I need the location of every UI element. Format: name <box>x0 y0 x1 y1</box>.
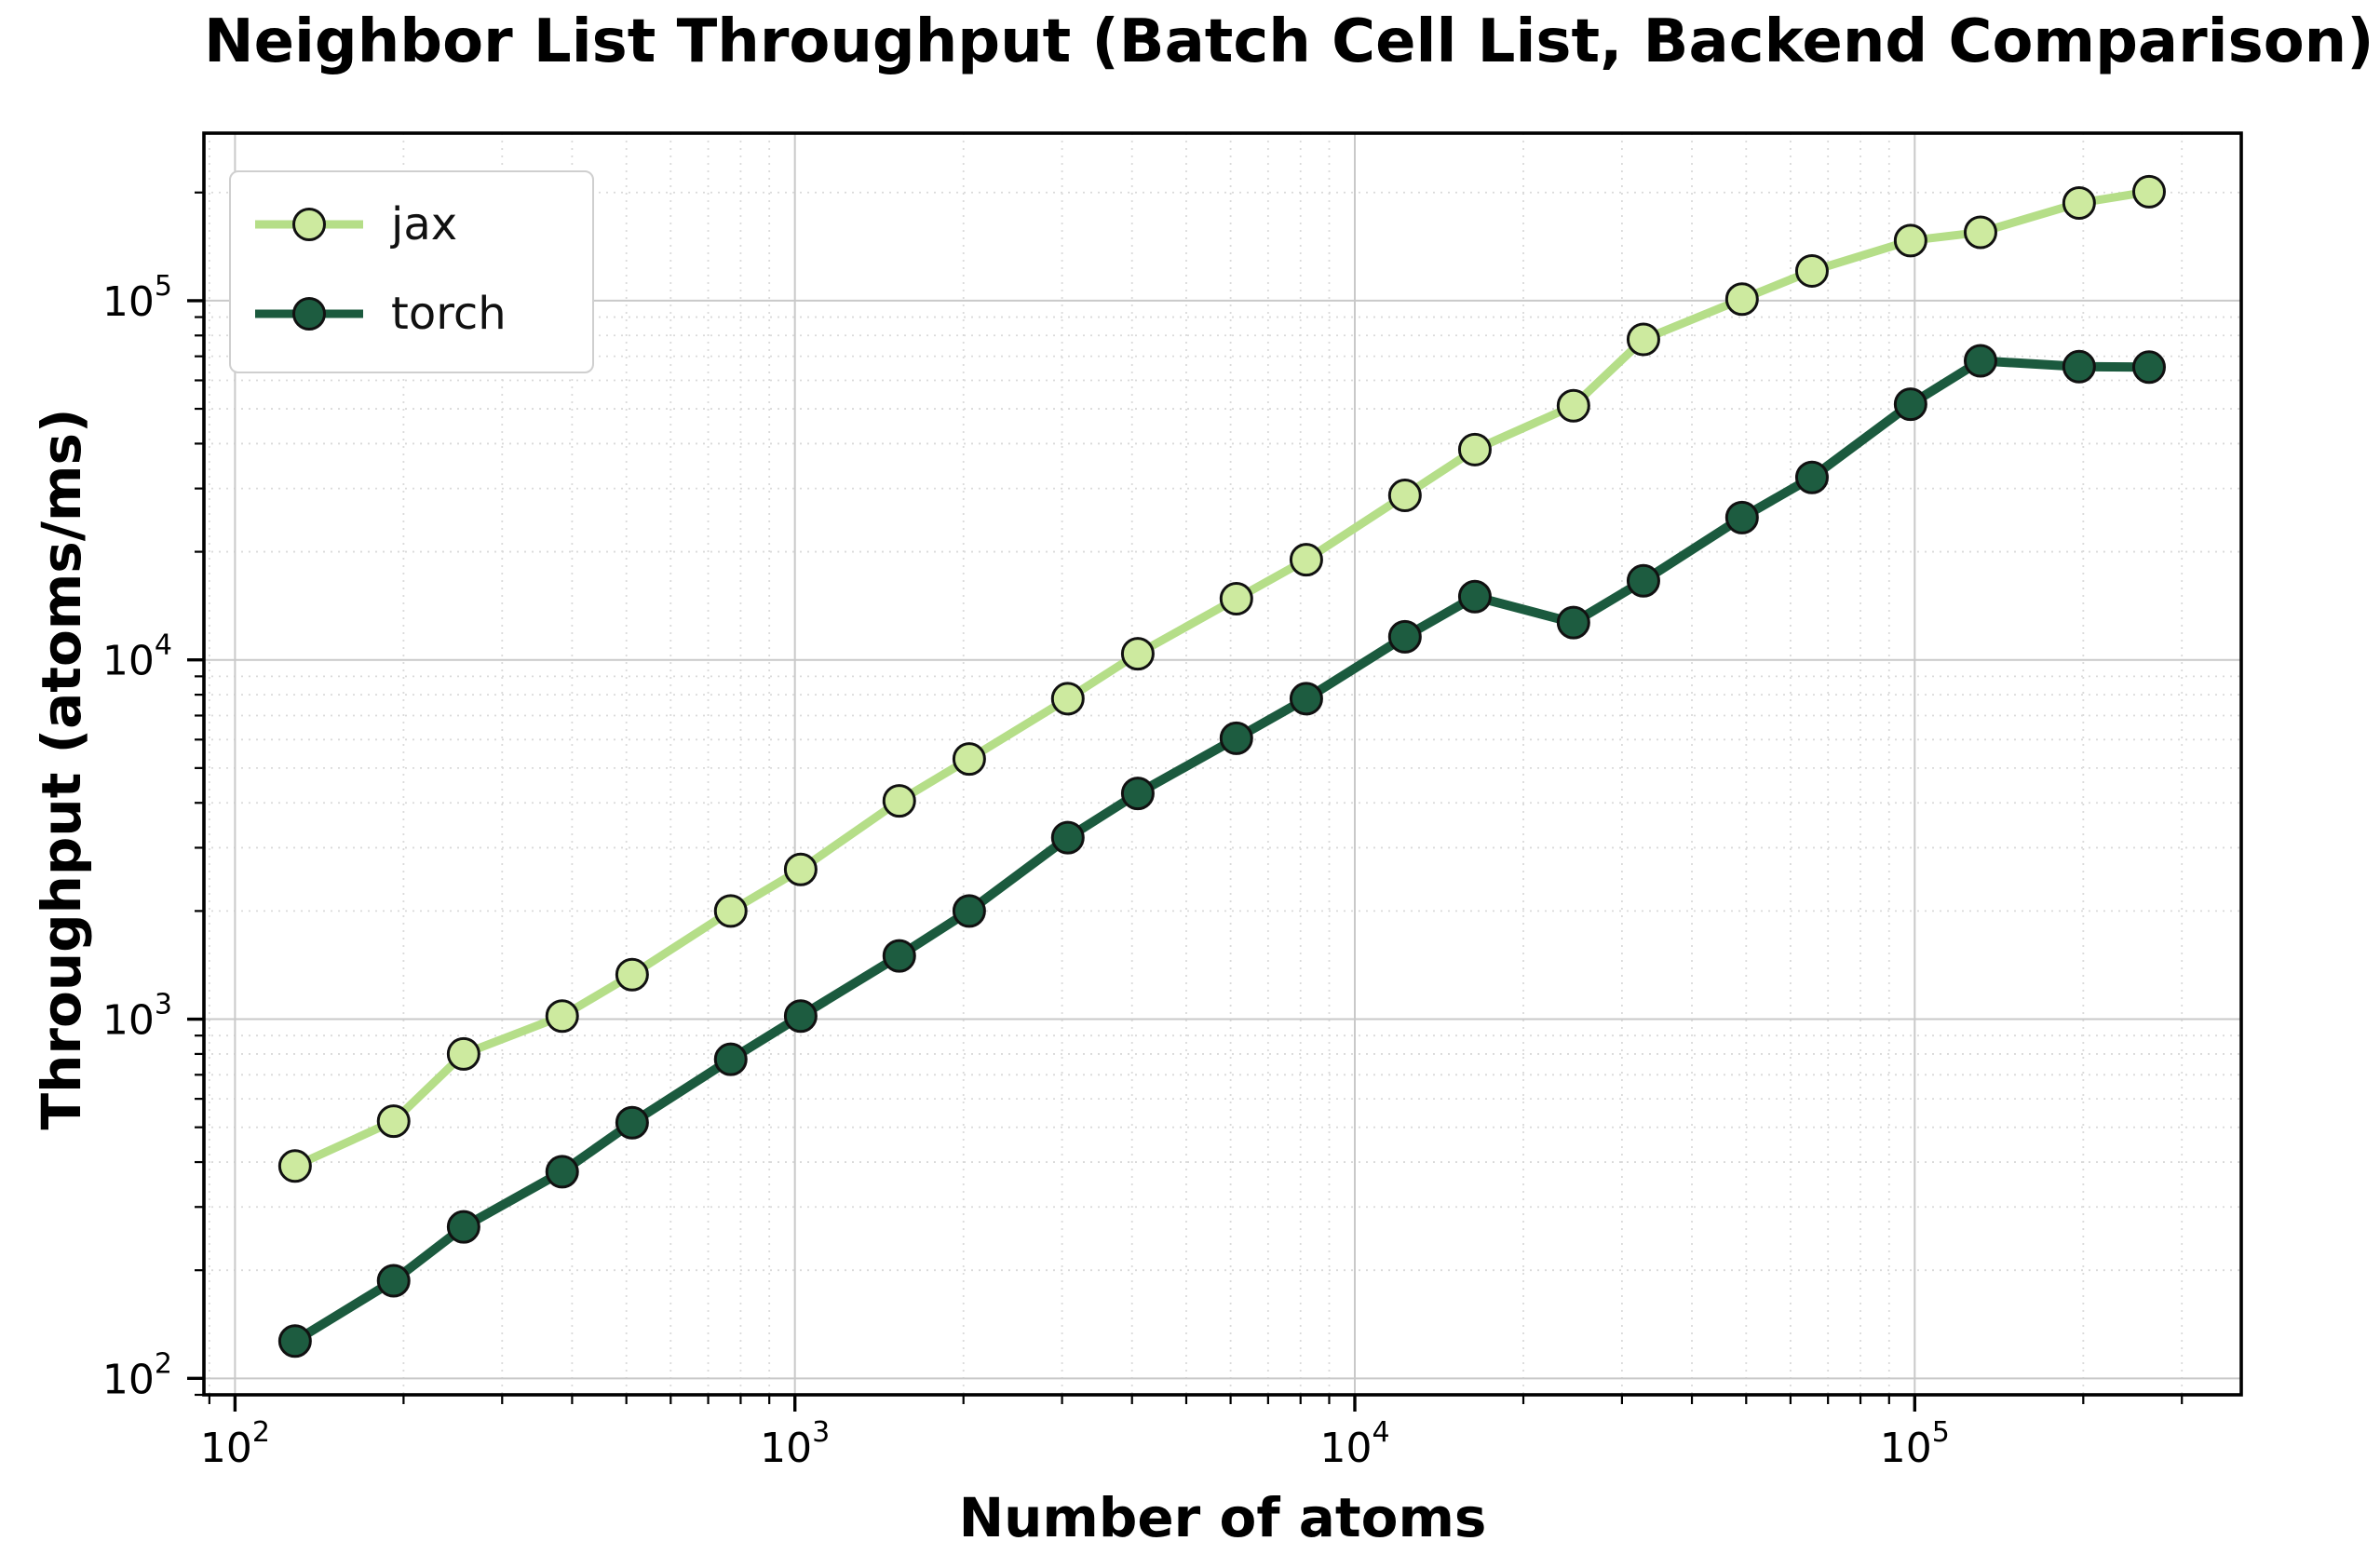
series-marker-torch <box>713 1042 748 1076</box>
series-marker-jax <box>882 784 916 818</box>
legend-label-torch: torch <box>391 288 507 340</box>
series-marker-torch <box>952 894 986 928</box>
x-tick-label: 102 <box>200 1416 270 1472</box>
series-marker-jax <box>1219 582 1253 616</box>
series-marker-jax <box>615 957 649 992</box>
series-marker-jax <box>1289 543 1323 577</box>
x-tick-label: 105 <box>1880 1416 1950 1472</box>
series-marker-torch <box>277 1324 312 1358</box>
series-marker-jax <box>1556 388 1590 423</box>
series-marker-jax <box>376 1104 411 1139</box>
series-marker-jax <box>277 1149 312 1183</box>
series-marker-jax <box>1626 322 1660 357</box>
gridlines <box>204 133 2241 1396</box>
series-marker-torch <box>1050 820 1085 855</box>
ticks <box>187 191 2184 1412</box>
series-marker-jax <box>1120 637 1155 671</box>
series-marker-torch <box>1963 344 1997 378</box>
x-tick-label: 104 <box>1319 1416 1389 1472</box>
series-marker-torch <box>1556 605 1590 640</box>
series-marker-torch <box>2062 349 2096 384</box>
series-line-torch <box>290 356 2154 1346</box>
series-group <box>277 174 2166 1358</box>
series-marker-torch <box>446 1210 480 1244</box>
series-marker-jax <box>446 1036 480 1071</box>
series-marker-torch <box>1794 460 1829 494</box>
legend: jax torch <box>229 170 594 373</box>
x-tick-label: 103 <box>760 1416 830 1472</box>
series-marker-torch <box>882 939 916 973</box>
series-marker-jax <box>1387 479 1422 513</box>
series-marker-jax <box>545 999 579 1034</box>
legend-item-jax: jax <box>251 187 457 262</box>
y-axis-label: Throughput (atoms/ms) <box>30 408 93 1130</box>
series-marker-jax <box>2131 174 2166 209</box>
series-marker-torch <box>376 1264 411 1298</box>
series-marker-jax <box>713 894 748 928</box>
series-marker-torch <box>1724 500 1759 534</box>
legend-swatch-jax-icon <box>255 208 363 241</box>
y-tick-label: 104 <box>102 629 172 685</box>
series-marker-jax <box>783 852 818 886</box>
y-tick-label: 105 <box>102 270 172 326</box>
series-marker-torch <box>1120 777 1155 811</box>
series-marker-torch <box>1219 721 1253 755</box>
plot-border <box>202 131 2243 1397</box>
series-marker-jax <box>1724 282 1759 317</box>
series-marker-torch <box>615 1105 649 1140</box>
series-marker-torch <box>1626 563 1660 598</box>
series-marker-torch <box>545 1155 579 1189</box>
legend-label-jax: jax <box>391 198 458 250</box>
series-marker-jax <box>1457 432 1492 466</box>
series-marker-torch <box>1893 387 1927 422</box>
legend-swatch-torch-icon <box>255 297 363 331</box>
series-marker-jax <box>2062 186 2096 221</box>
series-marker-jax <box>1050 682 1085 716</box>
y-tick-label: 103 <box>102 989 172 1045</box>
x-axis-label: Number of atoms <box>958 1486 1487 1549</box>
series-marker-jax <box>1963 215 1997 250</box>
series-marker-torch <box>783 999 818 1034</box>
series-marker-torch <box>1457 579 1492 614</box>
series-marker-jax <box>1794 253 1829 288</box>
series-marker-torch <box>1289 682 1323 716</box>
chart-title: Neighbor List Throughput (Batch Cell Lis… <box>204 7 2374 76</box>
series-marker-torch <box>2131 350 2166 385</box>
series-marker-jax <box>1893 223 1927 258</box>
legend-item-torch: torch <box>251 277 507 351</box>
series-marker-torch <box>1387 619 1422 654</box>
series-marker-jax <box>952 742 986 777</box>
y-tick-label: 102 <box>102 1347 172 1403</box>
